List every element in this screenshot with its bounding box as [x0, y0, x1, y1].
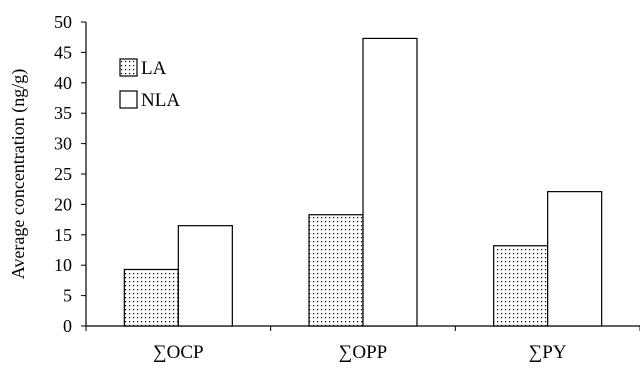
bar-la [308, 214, 364, 327]
y-tick-label: 45 [54, 42, 72, 62]
y-tick-label: 30 [54, 134, 72, 154]
y-tick-label: 25 [54, 164, 72, 184]
x-tick-label: ∑OCP [153, 342, 204, 363]
y-tick-label: 10 [54, 255, 72, 275]
legend-swatch-la [119, 58, 138, 77]
y-tick-label: 40 [54, 73, 72, 93]
bar-nla [177, 225, 233, 327]
bar-la [123, 268, 179, 327]
x-tick-label: ∑PY [529, 342, 567, 363]
y-tick-label: 15 [54, 225, 72, 245]
legend-swatch-nla [119, 90, 138, 109]
bar-nla [547, 191, 603, 327]
y-tick-label: 35 [54, 103, 72, 123]
y-tick-label: 5 [63, 286, 72, 306]
y-tick-label: 50 [54, 12, 72, 32]
x-tick-label: ∑OPP [339, 342, 387, 363]
bar-la [493, 245, 549, 327]
y-tick-label: 20 [54, 194, 72, 214]
bar-nla [362, 37, 418, 327]
legend-label-nla: NLA [141, 90, 180, 111]
y-axis-title: Average concentration (ng/g) [8, 69, 29, 280]
y-tick-label: 0 [63, 316, 72, 336]
legend-label-la: LA [141, 58, 167, 79]
